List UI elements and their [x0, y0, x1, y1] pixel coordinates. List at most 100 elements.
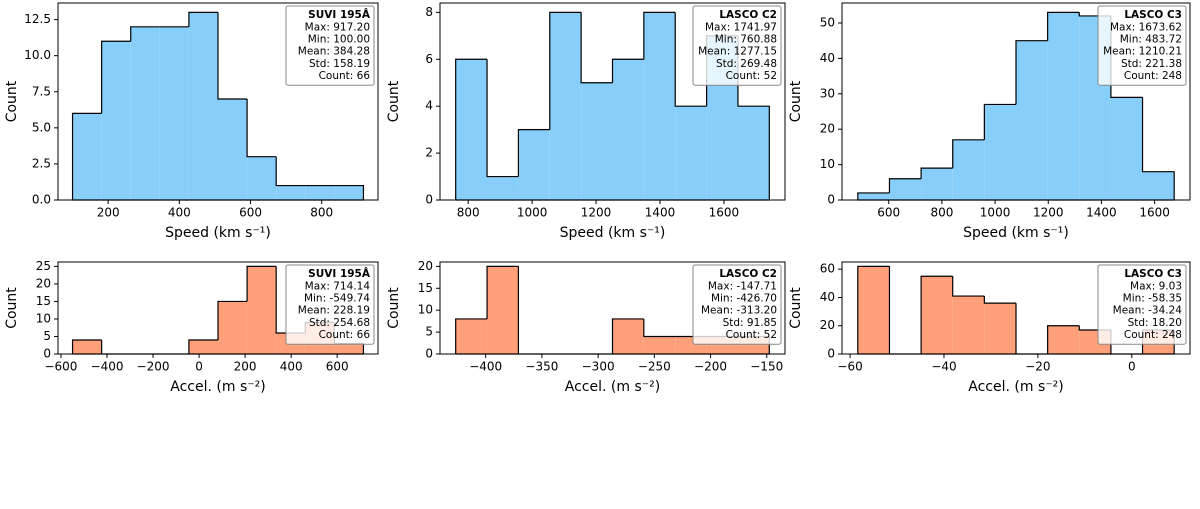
bar-outline	[517, 266, 550, 355]
y-axis-label: Count	[386, 80, 402, 122]
x-tick-label: 400	[280, 360, 303, 374]
x-tick-label: −400	[91, 360, 124, 374]
annotation-line: Max: 1673.62	[1110, 21, 1182, 33]
annotation-box	[1097, 5, 1187, 86]
y-axis-label: Count	[4, 287, 20, 329]
y-tick-label: 4	[425, 99, 433, 113]
y-tick-label: 60	[820, 262, 835, 276]
annotation-box	[692, 5, 782, 86]
annotation-box	[692, 264, 782, 345]
bar	[159, 26, 189, 200]
y-tick-label: 50	[820, 16, 835, 30]
y-tick-label: 0	[425, 193, 433, 207]
annotation-line: Mean: -34.24	[1113, 305, 1183, 317]
annotation-line: Min: 483.72	[1120, 34, 1182, 46]
y-tick-label: 12.5	[24, 12, 51, 26]
bar	[675, 106, 707, 200]
annotation-line: Min: -58.35	[1123, 293, 1182, 305]
bar	[334, 185, 364, 200]
y-tick-label: 5.0	[32, 120, 51, 134]
bar	[72, 113, 102, 200]
axes-frame	[57, 261, 379, 355]
bar	[889, 178, 922, 200]
bar	[455, 59, 488, 201]
bar	[857, 192, 890, 200]
annotation-line: Max: 1741.97	[705, 21, 777, 33]
y-tick-label: 8	[425, 5, 433, 19]
y-tick-label: 0	[827, 347, 835, 361]
x-axis-label: Accel. (m s⁻²)	[170, 379, 265, 395]
x-tick-label: 1600	[1139, 206, 1170, 220]
annotation-line: Max: 9.03	[1130, 280, 1182, 292]
bar	[581, 82, 613, 200]
y-tick-label: 5	[43, 329, 51, 343]
annotation-line: Count: 248	[1124, 70, 1182, 82]
x-tick-label: 1000	[517, 206, 548, 220]
bar	[1047, 12, 1080, 201]
bar	[612, 318, 644, 354]
panel: 600 800 1000 1200 1400 1600 0 10 20 30 40 50 Speed (…	[788, 2, 1191, 241]
bar	[921, 276, 953, 354]
x-tick-label: −60	[837, 360, 862, 374]
bar	[305, 185, 335, 200]
bar	[1142, 171, 1175, 200]
bar	[334, 343, 364, 354]
x-tick-label: −150	[750, 360, 783, 374]
x-tick-label: −20	[1025, 360, 1050, 374]
annotation-line: Min: 100.00	[308, 34, 370, 46]
x-tick-label: 800	[310, 206, 333, 220]
y-axis-label: Count	[788, 287, 804, 329]
y-tick-label: 15	[418, 281, 433, 295]
annotation-line: Min: -426.70	[711, 293, 777, 305]
annotation-line: Count: 66	[319, 329, 371, 341]
bar	[247, 156, 277, 200]
bar	[984, 303, 1016, 354]
bar	[984, 104, 1016, 200]
y-tick-label: 20	[418, 259, 433, 273]
x-tick-label: 600	[239, 206, 262, 220]
y-tick-label: 2	[425, 146, 433, 160]
bar	[643, 336, 676, 354]
bar	[218, 98, 248, 200]
x-tick-label: 1600	[709, 206, 740, 220]
x-tick-label: 200	[97, 206, 120, 220]
x-tick-label: −350	[525, 360, 558, 374]
bar	[612, 59, 644, 201]
annotation-box	[285, 5, 375, 86]
axes-frame	[841, 261, 1191, 355]
annotation-line: Count: 52	[726, 329, 777, 341]
annotation-line: Std: 158.19	[309, 58, 370, 70]
y-tick-label: 2.5	[32, 156, 51, 170]
bar	[1016, 40, 1048, 201]
y-tick-label: 10	[820, 157, 835, 171]
bar	[952, 296, 985, 354]
y-tick-label: 10	[36, 311, 51, 325]
x-tick-label: 800	[930, 206, 953, 220]
annotation-title: LASCO C3	[1124, 268, 1182, 280]
bar	[737, 106, 770, 200]
bar	[952, 139, 985, 200]
x-tick-label: 1000	[980, 206, 1011, 220]
panel: −600 −400 −200 0 200 400 600 0 5 10 15 20 25 Accel. (…	[4, 259, 379, 395]
y-tick-label: 10	[418, 303, 433, 317]
annotation-title: LASCO C2	[719, 268, 777, 280]
bar	[1110, 97, 1143, 200]
x-tick-label: −200	[137, 360, 170, 374]
annotation-title: LASCO C2	[719, 9, 777, 21]
y-tick-label: 20	[820, 122, 835, 136]
x-tick-label: −200	[694, 360, 727, 374]
bar-outline	[1015, 303, 1048, 355]
y-axis-label: Count	[788, 80, 804, 122]
annotation-title: SUVI 195Å	[308, 8, 371, 21]
bar-outline	[101, 339, 131, 355]
y-tick-label: 15	[36, 294, 51, 308]
annotation-line: Std: 91.85	[723, 317, 777, 329]
annotation-line: Std: 221.38	[1121, 58, 1182, 70]
annotation-title: SUVI 195Å	[308, 267, 371, 280]
bar	[247, 266, 277, 354]
bar	[455, 318, 488, 354]
x-tick-label: 0	[1128, 360, 1136, 374]
y-tick-label: 0	[43, 347, 51, 361]
panel: 800 1000 1200 1400 1600 0 2 4 6 8 Speed (km s⁻¹) Co…	[386, 2, 786, 241]
